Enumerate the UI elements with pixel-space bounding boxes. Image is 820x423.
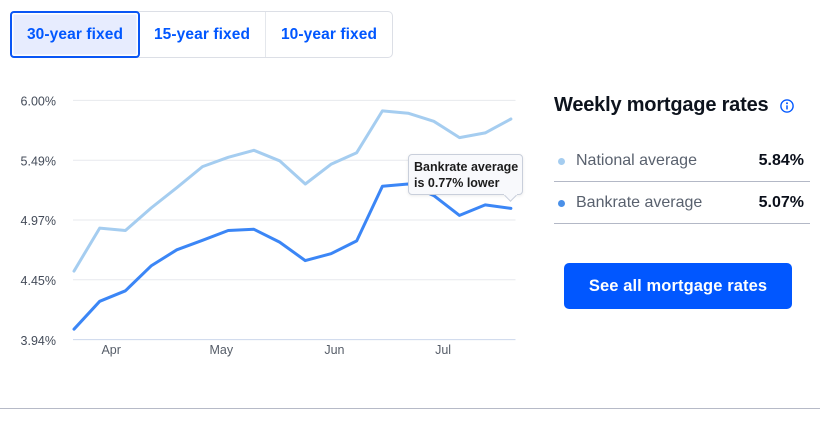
svg-text:Jun: Jun	[324, 343, 344, 357]
svg-text:6.00%: 6.00%	[21, 95, 56, 109]
svg-text:3.94%: 3.94%	[21, 334, 56, 348]
svg-text:Jul: Jul	[435, 343, 451, 357]
svg-text:4.45%: 4.45%	[21, 274, 56, 288]
svg-text:May: May	[209, 343, 233, 357]
svg-text:5.49%: 5.49%	[21, 154, 56, 168]
svg-text:4.97%: 4.97%	[21, 214, 56, 228]
svg-text:Apr: Apr	[101, 343, 120, 357]
